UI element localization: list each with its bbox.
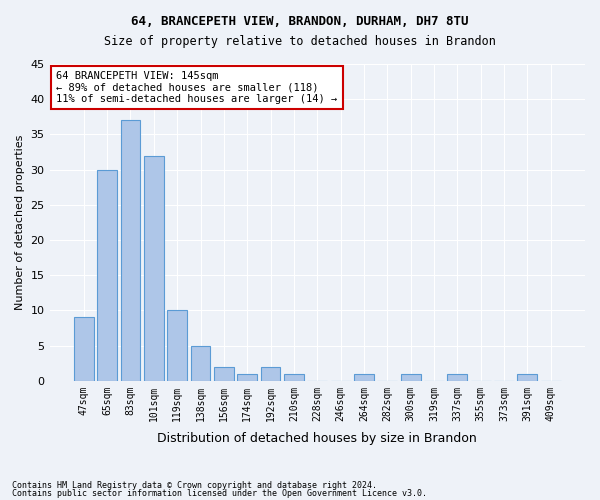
Bar: [238, 374, 257, 381]
Bar: [448, 374, 467, 381]
Bar: [284, 374, 304, 381]
Text: Size of property relative to detached houses in Brandon: Size of property relative to detached ho…: [104, 35, 496, 48]
Text: Contains HM Land Registry data © Crown copyright and database right 2024.: Contains HM Land Registry data © Crown c…: [12, 481, 377, 490]
Text: 64, BRANCEPETH VIEW, BRANDON, DURHAM, DH7 8TU: 64, BRANCEPETH VIEW, BRANDON, DURHAM, DH…: [131, 15, 469, 28]
Bar: [354, 374, 374, 381]
Bar: [167, 310, 187, 381]
X-axis label: Distribution of detached houses by size in Brandon: Distribution of detached houses by size …: [157, 432, 477, 445]
Y-axis label: Number of detached properties: Number of detached properties: [15, 134, 25, 310]
Text: 64 BRANCEPETH VIEW: 145sqm
← 89% of detached houses are smaller (118)
11% of sem: 64 BRANCEPETH VIEW: 145sqm ← 89% of deta…: [56, 71, 338, 104]
Bar: [97, 170, 117, 381]
Bar: [74, 318, 94, 381]
Bar: [214, 366, 234, 381]
Bar: [144, 156, 164, 381]
Bar: [121, 120, 140, 381]
Text: Contains public sector information licensed under the Open Government Licence v3: Contains public sector information licen…: [12, 488, 427, 498]
Bar: [517, 374, 538, 381]
Bar: [191, 346, 211, 381]
Bar: [401, 374, 421, 381]
Bar: [260, 366, 280, 381]
